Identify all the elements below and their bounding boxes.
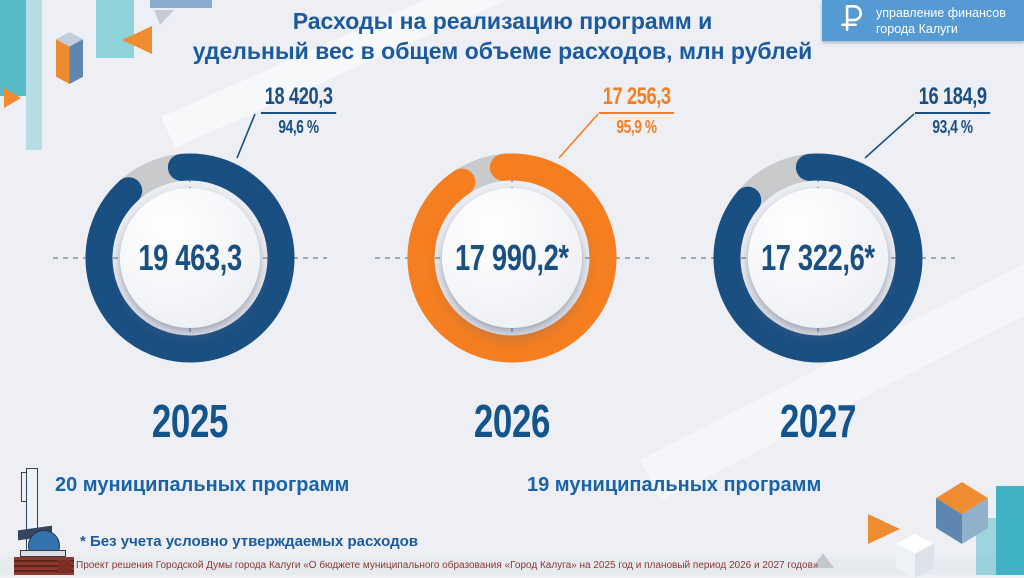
decor-cube <box>896 534 934 578</box>
decor-teal-bar <box>0 0 26 96</box>
page-title: Расходы на реализацию программ и удельны… <box>170 6 835 66</box>
callout-2026: 17 256,3 95,9 % <box>569 84 705 138</box>
year-label-2026: 2026 <box>473 395 551 447</box>
total-expenses-value: 17 322,6* <box>761 237 875 278</box>
monument-icon <box>10 462 90 575</box>
share-percent-value: 95,9 % <box>616 117 658 137</box>
decor-teal-bar <box>96 0 134 58</box>
title-line-1: Расходы на реализацию программ и <box>292 8 713 34</box>
ruble-icon <box>838 2 864 39</box>
decor-cube <box>936 482 988 544</box>
share-percent-value: 94,6 % <box>278 117 320 137</box>
decor-cube <box>56 32 83 84</box>
org-logo-banner: управление финансов города Калуги <box>822 0 1024 41</box>
callout-2027: 16 184,9 93,4 % <box>885 84 1021 138</box>
programs-count-2025: 20 муниципальных программ <box>55 474 350 496</box>
donut-2026: 17 256,3 95,9 % 17 990,2* 2026 <box>347 84 677 479</box>
total-expenses-value: 17 990,2* <box>455 237 569 278</box>
decor-teal-bar <box>26 0 42 150</box>
year-label-2025: 2025 <box>151 395 229 447</box>
donut-2025: 18 420,3 94,6 % 19 463,3 2025 <box>25 84 355 479</box>
source-bar <box>0 557 1024 575</box>
footnote: * Без учета условно утверждаемых расходо… <box>80 533 418 550</box>
donut-center-2027: 17 322,6* <box>748 188 888 328</box>
donut-center-2025: 19 463,3 <box>120 188 260 328</box>
year-label-2027: 2027 <box>779 395 857 447</box>
decor-teal-bar <box>996 486 1024 575</box>
total-expenses-value: 19 463,3 <box>138 237 242 278</box>
org-name: управление финансов города Калуги <box>876 5 1006 36</box>
title-line-2: удельный вес в общем объеме расходов, мл… <box>192 38 813 64</box>
share-percent-value: 93,4 % <box>932 117 974 137</box>
program-expenses-value: 16 184,9 <box>915 84 991 114</box>
programs-count-2026-2027: 19 муниципальных программ <box>527 474 822 496</box>
program-expenses-value: 18 420,3 <box>261 84 337 114</box>
donut-center-2026: 17 990,2* <box>442 188 582 328</box>
program-expenses-value: 17 256,3 <box>599 84 675 114</box>
callout-2025: 18 420,3 94,6 % <box>231 84 367 138</box>
donut-2027: 16 184,9 93,4 % 17 322,6* 2027 <box>653 84 991 479</box>
decor-blue-strip <box>150 0 212 8</box>
source-text: Проект решения Городской Думы города Кал… <box>76 560 819 571</box>
decor-teal-bar <box>976 518 996 575</box>
